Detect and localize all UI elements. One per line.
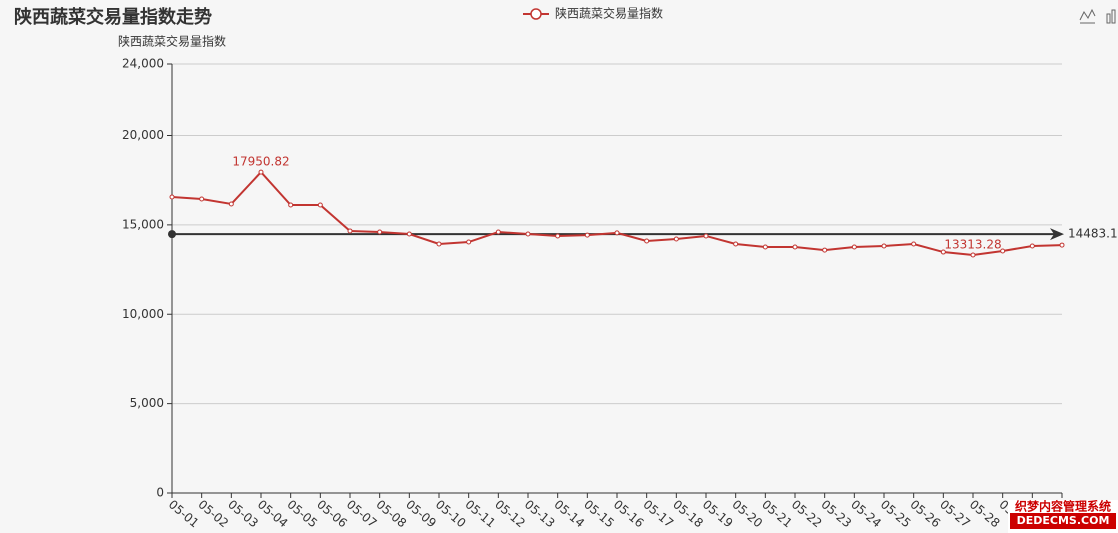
y-tick-label: 10,000 — [122, 307, 164, 321]
legend-marker — [530, 8, 542, 20]
bar-icon[interactable] — [1106, 13, 1111, 24]
mark-point-label: 17950.82 — [232, 155, 289, 169]
average-label: 14483.17 — [1068, 227, 1118, 241]
line-icon[interactable] — [1079, 8, 1096, 21]
point — [1000, 248, 1006, 254]
point — [673, 236, 679, 242]
point — [258, 169, 264, 175]
point — [644, 238, 650, 244]
watermark-band — [1010, 513, 1116, 529]
average-arrow — [1050, 228, 1064, 241]
point — [733, 241, 739, 247]
point — [555, 233, 561, 239]
point — [377, 229, 383, 235]
point — [228, 201, 234, 207]
point — [881, 243, 887, 249]
point — [970, 252, 976, 258]
toolbox[interactable] — [1079, 8, 1116, 24]
y-tick-label: 0 — [156, 486, 164, 500]
point — [466, 239, 472, 245]
point — [495, 229, 501, 235]
average-start — [168, 230, 176, 239]
point — [584, 232, 590, 238]
point — [1029, 243, 1035, 249]
y-tick-label: 20,000 — [122, 128, 164, 142]
point — [525, 231, 531, 237]
point — [317, 202, 323, 208]
point — [792, 244, 798, 250]
chart-title: 陕西蔬菜交易量指数走势 — [14, 6, 212, 28]
point — [347, 228, 353, 234]
point — [762, 244, 768, 250]
point — [288, 202, 294, 208]
point — [851, 244, 857, 250]
watermark-text: DEDECMS.COM — [1017, 514, 1110, 527]
y-tick-label: 5,000 — [130, 396, 164, 410]
point — [822, 247, 828, 253]
point — [940, 249, 946, 255]
bar-icon — [1111, 9, 1116, 24]
point — [911, 241, 917, 247]
point — [703, 233, 709, 239]
watermark-text: 织梦内容管理系统 — [1015, 499, 1111, 514]
mark-point-label: 13313.28 — [944, 238, 1001, 252]
point — [169, 194, 175, 200]
point — [436, 241, 442, 247]
point — [199, 196, 205, 202]
y-axis-title: 陕西蔬菜交易量指数 — [118, 34, 226, 49]
watermark: 织梦内容管理系统 DEDECMS.COM — [1008, 499, 1118, 533]
point — [1059, 242, 1065, 248]
point — [614, 230, 620, 236]
y-tick-label: 24,000 — [122, 57, 164, 71]
legend-label: 陕西蔬菜交易量指数 — [555, 6, 663, 21]
y-tick-label: 15,000 — [122, 217, 164, 231]
point — [406, 231, 412, 237]
